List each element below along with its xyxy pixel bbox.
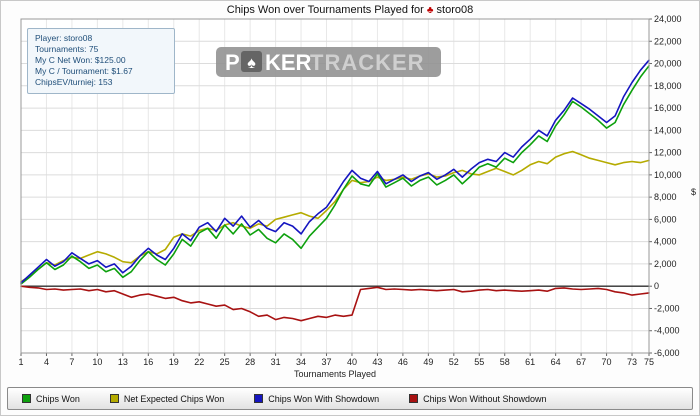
svg-text:-4,000: -4,000: [654, 326, 680, 336]
svg-text:-2,000: -2,000: [654, 303, 680, 313]
club-suit-icon: ♣: [426, 5, 434, 16]
svg-text:75: 75: [644, 357, 654, 367]
svg-text:46: 46: [398, 357, 408, 367]
svg-text:24,000: 24,000: [654, 14, 682, 24]
chart-legend: Chips Won Net Expected Chips Won Chips W…: [7, 387, 693, 410]
svg-text:4,000: 4,000: [654, 237, 677, 247]
legend-item-chips-won: Chips Won: [22, 394, 80, 404]
y-axis-label: $: [690, 187, 696, 197]
svg-text:6,000: 6,000: [654, 214, 677, 224]
chart-plot[interactable]: -6,000 -4,000 -2,000 0 2,000 4,000 6,000 8,000 1…: [1, 1, 700, 369]
svg-text:58: 58: [500, 357, 510, 367]
legend-item-net-expected: Net Expected Chips Won: [109, 393, 225, 404]
info-line-chips-ev: ChipsEV/turniej: 153: [35, 77, 113, 87]
svg-text:40: 40: [347, 357, 357, 367]
svg-text:43: 43: [372, 357, 382, 367]
legend-swatch-blue: [254, 394, 264, 403]
svg-text:KER: KER: [265, 50, 312, 75]
svg-text:70: 70: [602, 357, 612, 367]
legend-item-with-showdown: Chips Won With Showdown: [254, 394, 379, 404]
svg-text:73: 73: [627, 357, 637, 367]
x-axis-label: Tournaments Played: [293, 369, 377, 379]
player-info-box: Player: storo08 Tournaments: 75 My C Net…: [27, 28, 175, 94]
svg-text:52: 52: [449, 357, 459, 367]
svg-text:22,000: 22,000: [654, 36, 682, 46]
svg-text:61: 61: [525, 357, 535, 367]
svg-text:31: 31: [271, 357, 281, 367]
chart-title-text: Chips Won over Tournaments Played for: [226, 4, 424, 16]
svg-text:♠: ♠: [247, 55, 256, 72]
legend-label: Net Expected Chips Won: [123, 393, 225, 404]
legend-swatch-green: [22, 394, 31, 403]
svg-text:10,000: 10,000: [654, 170, 682, 180]
legend-swatch-red: [409, 394, 419, 403]
info-line-net-won: My C Net Won: $125.00: [35, 55, 126, 65]
info-line-player: Player: storo08: [35, 33, 93, 43]
svg-text:16: 16: [143, 357, 153, 367]
svg-text:8,000: 8,000: [654, 192, 677, 202]
legend-item-without-showdown: Chips Won Without Showdown: [409, 393, 547, 404]
chart-title: Chips Won over Tournaments Played for ♣ …: [1, 4, 699, 16]
svg-text:37: 37: [322, 357, 332, 367]
svg-text:12,000: 12,000: [654, 148, 682, 158]
svg-text:4: 4: [44, 357, 49, 367]
legend-label: Chips Won With Showdown: [268, 393, 380, 404]
svg-text:2,000: 2,000: [654, 259, 677, 269]
svg-text:34: 34: [296, 357, 306, 367]
svg-text:55: 55: [474, 357, 484, 367]
svg-text:67: 67: [576, 357, 586, 367]
svg-text:28: 28: [245, 357, 255, 367]
info-line-per-tournament: My C / Tournament: $1.67: [35, 66, 133, 76]
legend-swatch-olive: [109, 394, 119, 403]
svg-text:20,000: 20,000: [654, 59, 682, 69]
chart-title-player: storo08: [436, 4, 474, 16]
svg-text:1: 1: [18, 357, 23, 367]
svg-text:14,000: 14,000: [654, 125, 682, 135]
svg-text:P: P: [225, 50, 240, 75]
svg-text:19: 19: [169, 357, 179, 367]
svg-text:-6,000: -6,000: [654, 348, 680, 358]
legend-label: Chips Won: [36, 393, 80, 404]
svg-text:25: 25: [220, 357, 230, 367]
svg-text:49: 49: [423, 357, 433, 367]
svg-text:7: 7: [69, 357, 74, 367]
svg-text:0: 0: [654, 281, 659, 291]
svg-text:18,000: 18,000: [654, 81, 682, 91]
info-line-tournaments: Tournaments: 75: [35, 44, 99, 54]
svg-text:16,000: 16,000: [654, 103, 682, 113]
svg-text:22: 22: [194, 357, 204, 367]
svg-text:13: 13: [118, 357, 128, 367]
svg-text:TRACKER: TRACKER: [310, 50, 425, 75]
svg-text:10: 10: [92, 357, 102, 367]
legend-label: Chips Won Without Showdown: [423, 393, 547, 404]
svg-text:64: 64: [551, 357, 561, 367]
